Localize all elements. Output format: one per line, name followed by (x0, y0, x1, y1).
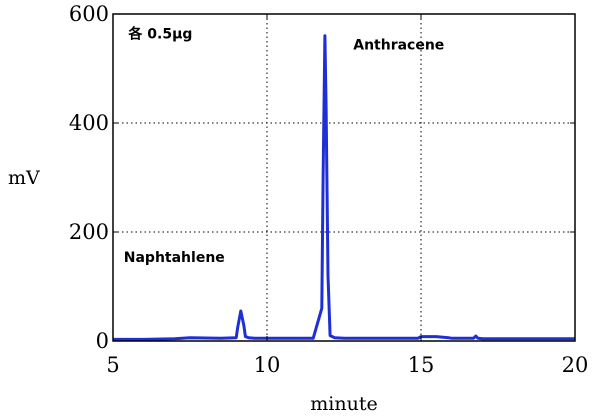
series-line (113, 34, 575, 341)
annotation-label: 各 0.5μg (127, 26, 192, 43)
y-tick-label: 400 (69, 111, 109, 135)
x-tick-label: 20 (562, 353, 589, 377)
y-tick-label: 0 (96, 329, 109, 353)
annotation-label: Anthracene (353, 37, 444, 53)
series-layer (113, 34, 575, 341)
y-tick-label: 600 (69, 2, 109, 26)
x-tick-label: 5 (106, 353, 119, 377)
annotation-label: Naphtahlene (124, 250, 225, 266)
x-axis-label: minute (310, 393, 377, 415)
y-axis-label: mV (8, 167, 40, 189)
x-tick-label: 15 (408, 353, 435, 377)
y-tick-label: 200 (69, 220, 109, 244)
annotations: 各 0.5μg Anthracene Naphtahlene (124, 26, 445, 266)
grid (113, 14, 575, 341)
plot-frame (112, 13, 576, 342)
x-tick-label: 10 (254, 353, 281, 377)
